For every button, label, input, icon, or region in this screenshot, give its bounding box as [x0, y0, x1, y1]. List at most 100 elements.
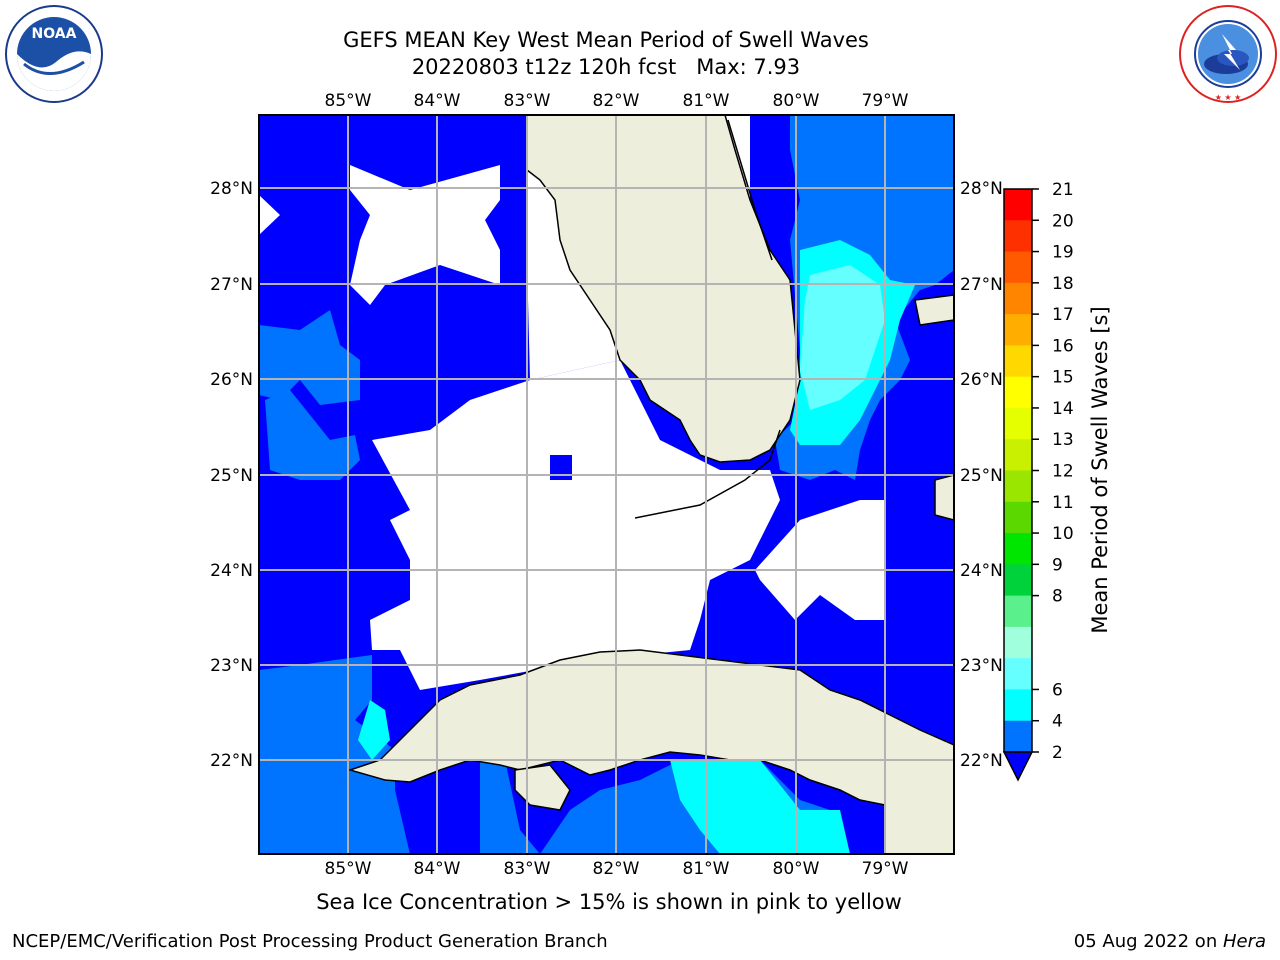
footer-date-text: 05 Aug 2022 on [1073, 931, 1223, 952]
lat-label: 28°N [210, 179, 253, 199]
colorbar-tick-label: 2 [1052, 743, 1063, 763]
field-band-4-6 [265, 390, 360, 480]
colorbar-tick-label: 14 [1052, 399, 1074, 419]
lat-label: 25°N [210, 466, 253, 486]
colorbar-segment [1004, 189, 1032, 221]
colorbar-tick-label: 18 [1052, 274, 1074, 294]
colorbar-segment [1004, 439, 1032, 471]
lon-label: 83°W [504, 859, 551, 879]
lat-label: 26°N [960, 370, 1003, 390]
colorbar-segment [1004, 658, 1032, 690]
colorbar-segment [1004, 720, 1032, 753]
land-florida [526, 115, 801, 463]
lon-label: 81°W [683, 859, 730, 879]
colorbar-tick-label: 13 [1052, 430, 1074, 450]
field-nodata-edge [259, 195, 280, 235]
field-nodata-gulf [370, 360, 780, 690]
colorbar-segment [1004, 689, 1032, 722]
lat-label: 24°N [210, 561, 253, 581]
swell-period-field [259, 115, 954, 854]
lon-label: 82°W [593, 91, 640, 111]
lat-label: 23°N [210, 656, 253, 676]
land-bahamas [934, 474, 954, 521]
gridlines [259, 115, 954, 854]
field-band-4-6 [259, 655, 410, 854]
colorbar-tick-label: 20 [1052, 211, 1074, 231]
lon-label: 84°W [414, 859, 461, 879]
lat-label: 28°N [960, 179, 1003, 199]
colorbar-tick-label: 10 [1052, 524, 1074, 544]
noaa-logo: NOAA [5, 5, 103, 103]
field-nodata-bahamas [755, 500, 885, 620]
lat-label: 22°N [210, 751, 253, 771]
colorbar-tick-label: 19 [1052, 243, 1074, 263]
chart-title: GEFS MEAN Key West Mean Period of Swell … [343, 28, 869, 52]
colorbar-tick-label: 8 [1052, 587, 1063, 607]
colorbar-tick-label: 6 [1052, 680, 1063, 700]
field-band-6-8 [358, 700, 390, 760]
lat-label: 22°N [960, 751, 1003, 771]
colorbar-segment [1004, 407, 1032, 440]
lat-labels-left: 28°N 27°N 26°N 25°N 24°N 23°N 22°N [210, 179, 253, 771]
lon-label: 80°W [773, 859, 820, 879]
colorbar-segment [1004, 470, 1032, 503]
colorbar-segment [1004, 626, 1032, 659]
field-band-4-6 [259, 310, 360, 405]
lon-label: 83°W [504, 91, 551, 111]
footer-credit: NCEP/EMC/Verification Post Processing Pr… [12, 931, 608, 952]
lon-label: 79°W [862, 91, 909, 111]
field-band-4-6 [480, 760, 540, 854]
colorbar-extend-arrow [1002, 751, 1034, 782]
lon-label: 81°W [683, 91, 730, 111]
field-band-2-4 [905, 380, 931, 405]
florida-keys [634, 429, 781, 519]
colorbar-segment [1004, 251, 1032, 284]
colorbar-segment [1004, 220, 1032, 253]
lat-label: 27°N [210, 275, 253, 295]
colorbar-segment [1004, 345, 1032, 378]
colorbar: 21 20 19 18 17 16 15 14 13 12 11 10 9 8 6 4 2 [1002, 180, 1074, 782]
colorbar-tick-label: 17 [1052, 305, 1074, 325]
colorbar-segment [1004, 501, 1032, 534]
lon-label: 85°W [325, 859, 372, 879]
colorbar-segment [1004, 376, 1032, 409]
colorbar-tick-label: 9 [1052, 555, 1063, 575]
land-isla-juventud [514, 764, 571, 811]
lon-label: 85°W [325, 91, 372, 111]
sea-ice-note: Sea Ice Concentration > 15% is shown in … [316, 890, 902, 914]
colorbar-tick-label: 16 [1052, 336, 1074, 356]
colorbar-segment [1004, 533, 1032, 565]
footer-host: Hera [1222, 931, 1266, 952]
map-frame [258, 114, 955, 855]
land-grand-bahama [914, 294, 954, 326]
colorbar-segment [1004, 314, 1032, 346]
colorbar-segment [1004, 282, 1032, 315]
coastline-barrier [727, 119, 773, 261]
footer-date: 05 Aug 2022 on Hera [1074, 931, 1266, 952]
colorbar-segment [1004, 595, 1032, 628]
lat-labels-right: 28°N 27°N 26°N 25°N 24°N 23°N 22°N [960, 179, 1003, 771]
lon-labels-bottom: 85°W 84°W 83°W 82°W 81°W 80°W 79°W [325, 859, 909, 879]
colorbar-tick-label: 12 [1052, 462, 1074, 482]
chart-subtitle: 20220803 t12z 120h fcst Max: 7.93 [411, 55, 801, 79]
field-band-2-4 [550, 455, 572, 480]
colorbar-tick-label: 4 [1052, 712, 1063, 732]
lat-label: 24°N [960, 561, 1003, 581]
svg-text:★ ★ ★: ★ ★ ★ [1215, 93, 1242, 102]
field-band-6-8 [670, 760, 850, 854]
lon-label: 84°W [414, 91, 461, 111]
lat-label: 26°N [210, 370, 253, 390]
colorbar-tick-label: 15 [1052, 368, 1074, 388]
field-band-8-9 [800, 265, 885, 410]
lat-label: 25°N [960, 466, 1003, 486]
field-nodata-north [350, 165, 500, 305]
lon-label: 79°W [862, 859, 909, 879]
colorbar-label: Mean Period of Swell Waves [s] [1088, 306, 1112, 633]
lon-labels-top: 85°W 84°W 83°W 82°W 81°W 80°W 79°W [325, 91, 909, 111]
lon-label: 82°W [593, 859, 640, 879]
lat-label: 23°N [960, 656, 1003, 676]
colorbar-tick-label: 21 [1052, 180, 1074, 200]
colorbar-segment [1004, 564, 1032, 597]
noaa-logo-text: NOAA [32, 26, 77, 42]
